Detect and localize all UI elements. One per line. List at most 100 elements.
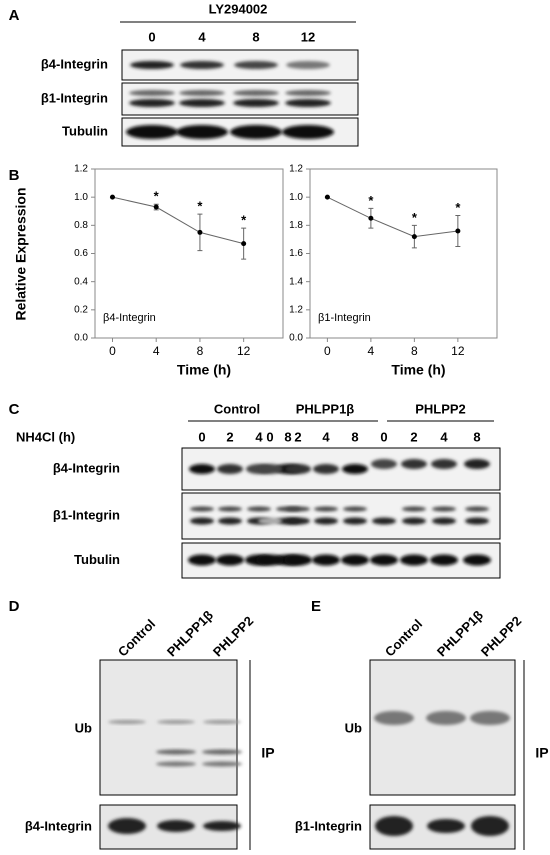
label: 8 (252, 29, 259, 44)
label: Control (214, 401, 260, 416)
band (426, 711, 466, 725)
label: 4 (198, 29, 206, 44)
significance: * (368, 193, 374, 208)
band (130, 61, 174, 69)
band (314, 506, 338, 512)
x-axis-title: Time (h) (177, 362, 231, 378)
band (176, 125, 228, 139)
y-tick-label: 1.8 (289, 220, 303, 231)
y-tick-label: 0.0 (74, 333, 88, 344)
series-label: β4-Integrin (103, 312, 156, 324)
band (233, 90, 279, 96)
significance: * (412, 210, 418, 225)
band (371, 459, 397, 469)
label: 8 (473, 429, 480, 444)
band (179, 99, 225, 107)
significance: * (154, 189, 160, 204)
x-tick-label: 12 (451, 344, 465, 358)
y-tick-label: 1.2 (289, 304, 303, 315)
label: NH4Cl (h) (16, 429, 75, 444)
x-tick-label: 4 (153, 344, 160, 358)
band (464, 459, 490, 469)
band (233, 99, 279, 107)
label: B (9, 167, 20, 184)
band (218, 506, 242, 512)
label: 4 (322, 429, 330, 444)
label: 2 (226, 429, 233, 444)
band (432, 517, 456, 525)
label: Tubulin (62, 123, 108, 138)
band (375, 816, 413, 836)
band (180, 61, 224, 69)
band (190, 517, 214, 525)
point (455, 228, 461, 234)
label: D (9, 598, 20, 615)
band (217, 464, 243, 474)
label: LY294002 (209, 1, 268, 16)
label: PHLPP1β (164, 608, 216, 660)
y-tick-label: 1.6 (289, 248, 303, 259)
band (342, 464, 368, 474)
x-tick-label: 0 (324, 344, 331, 358)
band (285, 90, 331, 96)
label: Ub (345, 720, 362, 735)
band (400, 554, 428, 566)
band (156, 761, 196, 767)
band (202, 761, 242, 767)
band (372, 517, 396, 525)
band (218, 517, 242, 525)
band (156, 749, 196, 755)
band (343, 517, 367, 525)
y-tick-label: 1.4 (289, 276, 303, 287)
band (341, 554, 369, 566)
label: β4-Integrin (53, 460, 120, 475)
label: 0 (148, 29, 155, 44)
label: 0 (198, 429, 205, 444)
label: 8 (284, 429, 291, 444)
band (108, 818, 146, 834)
band (257, 464, 283, 474)
label: PHLPP2 (415, 401, 466, 416)
band (343, 506, 367, 512)
label: PHLPP2 (210, 613, 256, 659)
band (286, 517, 310, 525)
point (411, 234, 417, 240)
label: 2 (410, 429, 417, 444)
blot-frame (99, 659, 238, 796)
band (234, 61, 278, 69)
blot-frame (121, 82, 359, 116)
band (470, 711, 510, 725)
band (432, 506, 456, 512)
band (312, 554, 340, 566)
label: Control (382, 616, 425, 659)
x-tick-label: 8 (197, 344, 204, 358)
point (241, 241, 247, 247)
band (465, 506, 489, 512)
label: Tubulin (74, 552, 120, 567)
y-tick-label: 0.8 (74, 220, 88, 231)
label: C (9, 401, 20, 418)
label: A (9, 7, 20, 24)
significance: * (241, 213, 247, 228)
y-tick-label: 0.2 (74, 304, 88, 315)
band (286, 61, 330, 69)
blot-frame (369, 659, 516, 796)
label: PHLPP1β (434, 608, 486, 660)
label: 4 (440, 429, 448, 444)
band (471, 816, 509, 836)
band (402, 506, 426, 512)
band (284, 554, 312, 566)
band (188, 554, 216, 566)
label: 0 (380, 429, 387, 444)
label: PHLPP2 (478, 613, 524, 659)
label: 2 (294, 429, 301, 444)
label: E (311, 598, 321, 615)
band (179, 90, 225, 96)
band (157, 820, 195, 832)
band (203, 821, 241, 831)
label: 4 (255, 429, 263, 444)
y-axis-title: Relative Expression (13, 187, 29, 320)
series-label: β1-Integrin (318, 312, 371, 324)
band (216, 554, 244, 566)
